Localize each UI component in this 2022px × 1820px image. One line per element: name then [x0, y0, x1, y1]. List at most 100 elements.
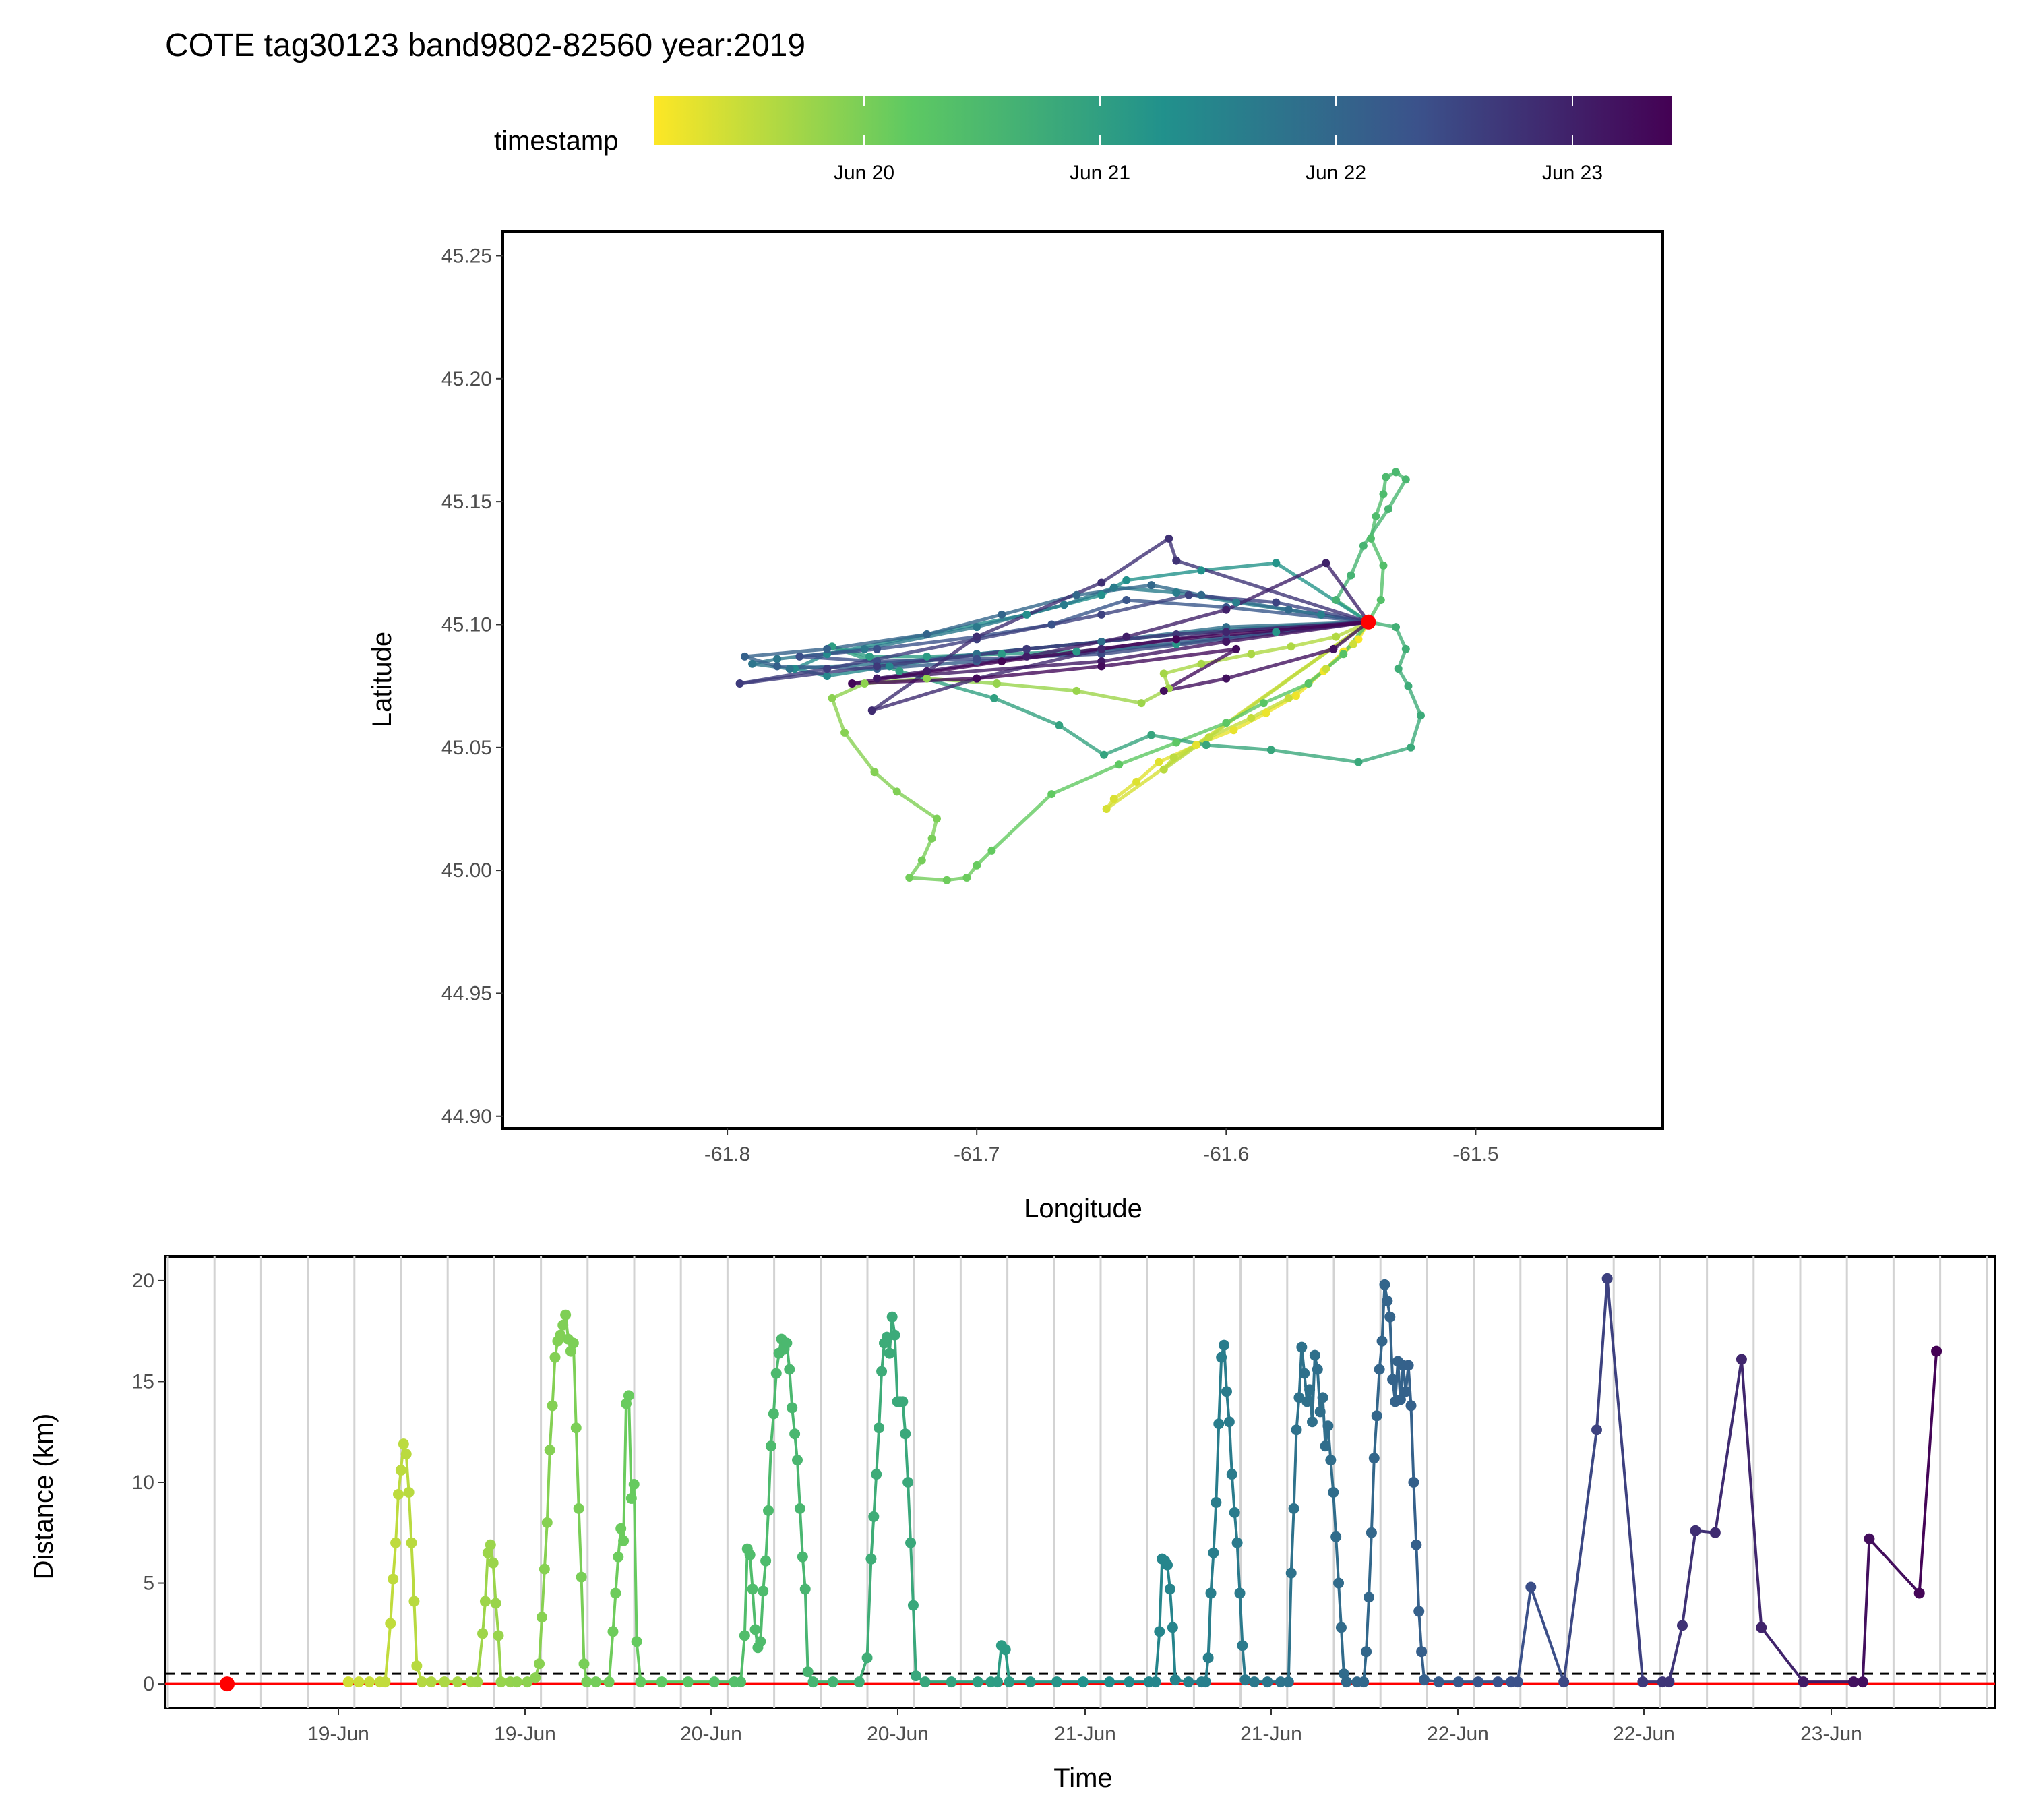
distance-point: [868, 1511, 880, 1522]
track-point: [840, 728, 849, 737]
distance-point: [770, 1368, 782, 1379]
track-point: [992, 679, 1001, 688]
distance-point: [802, 1666, 814, 1678]
track-point: [1329, 644, 1338, 653]
track-segment: [1174, 559, 1370, 624]
track-point: [1197, 590, 1206, 599]
distance-point: [403, 1486, 415, 1498]
distance-point: [1328, 1486, 1339, 1498]
distance-point: [490, 1598, 501, 1609]
track-point: [1222, 637, 1231, 646]
distance-point: [792, 1455, 803, 1466]
map-x-axis-title: Longitude: [1024, 1194, 1142, 1223]
track-segment: [1162, 647, 1238, 693]
distance-panel: 0 5 10 15 20 19-Jun 19-Jun 20-Jun 20-Jun 21-Jun 21…: [29, 1255, 1996, 1793]
distance-point: [534, 1658, 545, 1670]
distance-point: [393, 1488, 404, 1500]
track-point: [865, 652, 874, 661]
track-point: [1382, 473, 1390, 481]
track-point: [1137, 699, 1146, 708]
track-segment: [830, 696, 847, 735]
distance-point: [1335, 1622, 1347, 1633]
track-segment: [875, 659, 979, 671]
distance-segment: [1415, 1544, 1421, 1612]
distance-point: [897, 1396, 909, 1407]
distance-point: [1366, 1527, 1377, 1538]
distance-point: [797, 1551, 808, 1563]
distance-y-tick-label: 0: [143, 1673, 154, 1695]
distance-point: [902, 1477, 914, 1488]
distance-point: [1320, 1440, 1331, 1452]
distance-point: [853, 1676, 865, 1688]
track-point: [1155, 758, 1163, 766]
track-point: [1287, 642, 1295, 651]
track-point: [1232, 644, 1241, 653]
track-point: [1204, 733, 1213, 742]
track-segment: [975, 613, 1103, 641]
distance-point: [972, 1676, 983, 1688]
track-point: [1122, 632, 1131, 641]
distance-segment: [1713, 1359, 1743, 1534]
distance-segment: [1289, 1508, 1295, 1573]
distance-point: [544, 1445, 555, 1456]
distance-point: [1208, 1547, 1219, 1558]
track-point: [1047, 790, 1056, 799]
distance-point: [590, 1676, 602, 1688]
distance-segment: [577, 1508, 583, 1577]
distance-segment: [1365, 1597, 1370, 1652]
track-segment: [1206, 716, 1253, 739]
distance-point: [1262, 1676, 1273, 1688]
track-point: [828, 694, 836, 702]
distance-point: [1368, 1453, 1380, 1464]
distance-segment: [739, 1635, 746, 1682]
distance-segment: [1740, 1359, 1763, 1628]
distance-point: [1330, 1531, 1342, 1542]
track-segment: [995, 681, 1078, 693]
distance-segment: [788, 1369, 794, 1408]
distance-segment: [759, 1591, 765, 1642]
distance-point: [1322, 1420, 1334, 1432]
distance-segment: [872, 1474, 878, 1517]
track-point: [1072, 686, 1081, 695]
distance-point: [1848, 1676, 1859, 1688]
track-point: [1401, 644, 1410, 653]
distance-point: [884, 1347, 895, 1359]
track-point: [873, 662, 882, 671]
distance-point: [541, 1517, 553, 1528]
track-point: [1147, 581, 1156, 590]
map-y-tick-label: 45.15: [441, 491, 492, 513]
track-point: [1394, 665, 1403, 673]
distance-point: [613, 1551, 624, 1563]
track-segment: [850, 677, 979, 686]
track-point: [1304, 679, 1313, 688]
distance-x-tick-label: 20-Jun: [680, 1723, 742, 1745]
distance-point: [1004, 1676, 1015, 1688]
distance-point: [1283, 1676, 1294, 1688]
track-point: [923, 667, 931, 675]
legend-label-jun20: Jun 20: [834, 162, 894, 184]
track-segment: [875, 635, 979, 651]
distance-start-point: [220, 1676, 235, 1692]
distance-segment: [1372, 1416, 1378, 1459]
legend-label-jun23: Jun 23: [1542, 162, 1603, 184]
track-segment: [1024, 635, 1128, 659]
distance-segment: [580, 1577, 586, 1664]
distance-point: [1416, 1646, 1428, 1658]
map-y-tick-label: 45.10: [441, 613, 492, 636]
track-segment: [1409, 713, 1423, 750]
track-segment: [1199, 561, 1278, 572]
distance-segment: [798, 1508, 804, 1557]
distance-point: [682, 1676, 694, 1688]
track-point: [1102, 804, 1111, 813]
track-point: [1222, 719, 1231, 727]
track-point: [870, 768, 879, 777]
distance-segment: [611, 1593, 617, 1632]
distance-point: [1591, 1424, 1602, 1436]
distance-segment: [1217, 1357, 1223, 1424]
track-point: [860, 644, 869, 653]
track-point: [1284, 605, 1293, 614]
distance-segment: [1215, 1424, 1221, 1503]
distance-point: [1154, 1626, 1165, 1637]
distance-point: [1249, 1676, 1260, 1688]
